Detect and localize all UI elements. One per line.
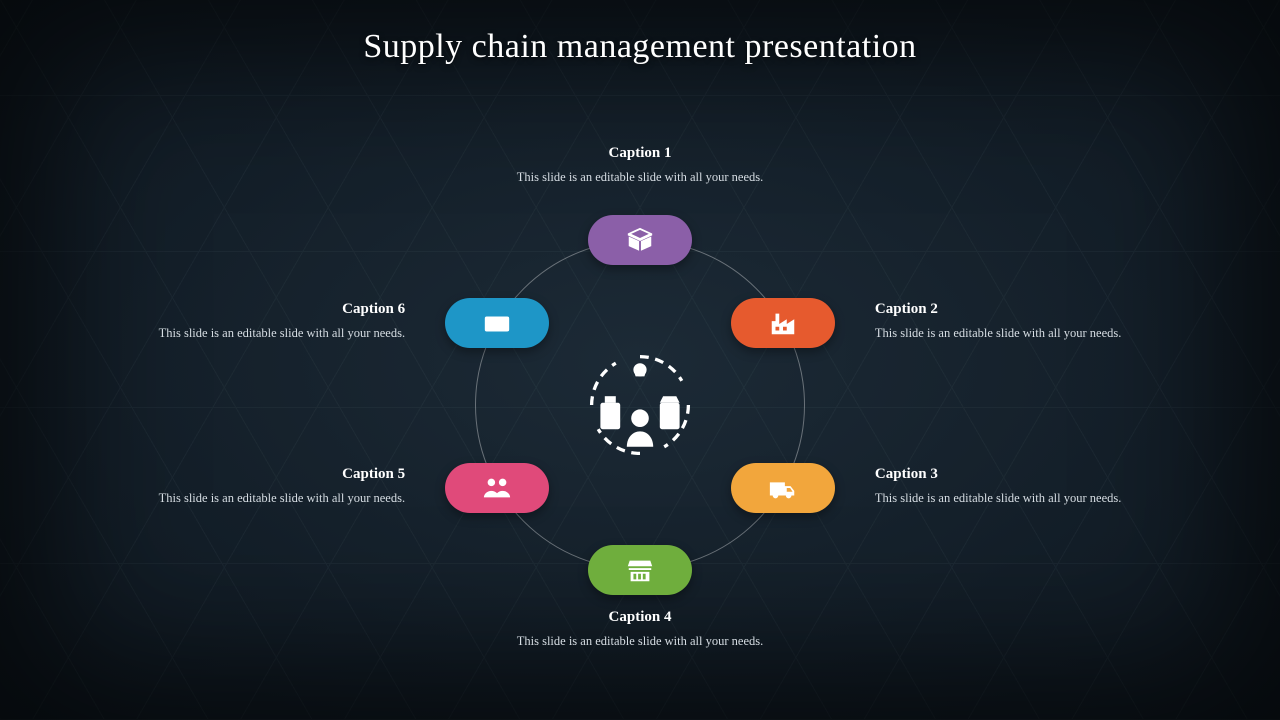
store-icon <box>625 555 655 585</box>
caption-2-body: This slide is an editable slide with all… <box>875 324 1135 342</box>
node-pill-5 <box>445 463 549 513</box>
caption-4-title: Caption 4 <box>510 609 770 626</box>
people-icon <box>482 473 512 503</box>
caption-1-title: Caption 1 <box>510 145 770 162</box>
caption-5-body: This slide is an editable slide with all… <box>145 489 405 507</box>
caption-2-title: Caption 2 <box>875 301 1135 318</box>
caption-5: Caption 5 This slide is an editable slid… <box>145 466 405 507</box>
supply-chain-center-icon <box>585 350 695 460</box>
truck-icon <box>768 473 798 503</box>
factory-icon <box>768 308 798 338</box>
caption-5-title: Caption 5 <box>145 466 405 483</box>
caption-6: Caption 6 This slide is an editable slid… <box>145 301 405 342</box>
card-icon <box>482 308 512 338</box>
caption-6-body: This slide is an editable slide with all… <box>145 324 405 342</box>
caption-3-body: This slide is an editable slide with all… <box>875 489 1135 507</box>
caption-1-body: This slide is an editable slide with all… <box>510 168 770 186</box>
diagram-stage: Caption 1 This slide is an editable slid… <box>0 0 1280 720</box>
caption-4: Caption 4 This slide is an editable slid… <box>510 609 770 650</box>
node-pill-6 <box>445 298 549 348</box>
caption-3-title: Caption 3 <box>875 466 1135 483</box>
caption-6-title: Caption 6 <box>145 301 405 318</box>
caption-1: Caption 1 This slide is an editable slid… <box>510 145 770 186</box>
node-pill-2 <box>731 298 835 348</box>
caption-4-body: This slide is an editable slide with all… <box>510 632 770 650</box>
node-pill-4 <box>588 545 692 595</box>
caption-3: Caption 3 This slide is an editable slid… <box>875 466 1135 507</box>
caption-2: Caption 2 This slide is an editable slid… <box>875 301 1135 342</box>
box-icon <box>625 225 655 255</box>
node-pill-3 <box>731 463 835 513</box>
node-pill-1 <box>588 215 692 265</box>
